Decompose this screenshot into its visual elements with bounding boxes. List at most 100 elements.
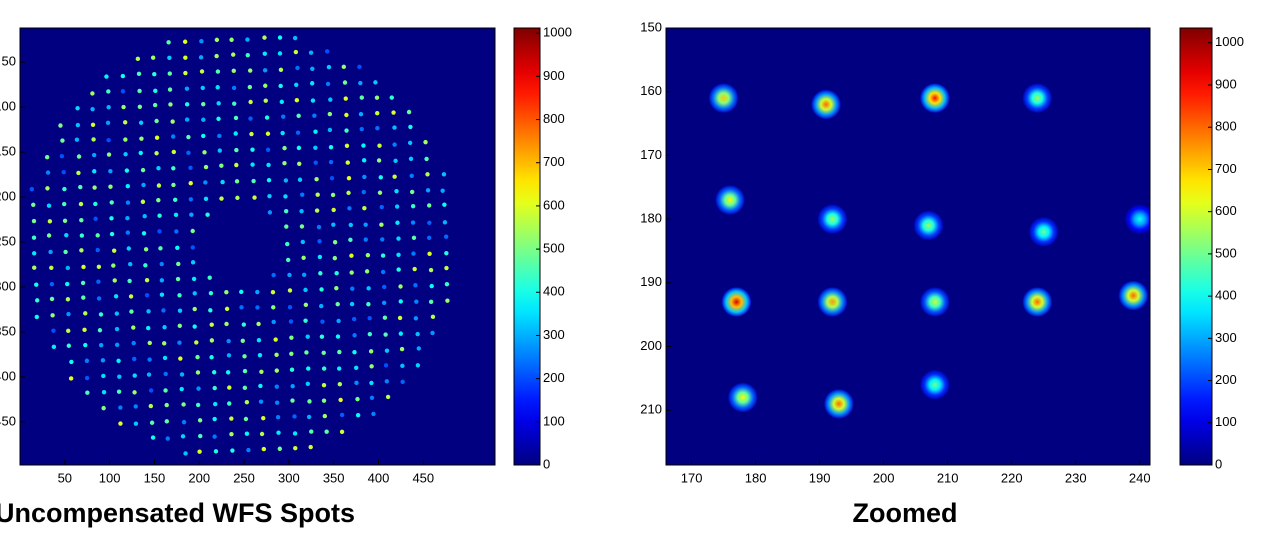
spot	[242, 322, 246, 326]
spot	[340, 430, 344, 434]
spot	[51, 328, 55, 332]
x-tick-label: 240	[1129, 470, 1151, 485]
spot	[430, 331, 434, 335]
spot	[399, 299, 403, 303]
x-tick-label: 210	[937, 470, 959, 485]
spot	[97, 265, 101, 269]
spot	[212, 434, 216, 438]
spot	[412, 267, 416, 271]
spot	[116, 359, 120, 363]
spot	[235, 196, 239, 200]
spot	[121, 89, 125, 93]
spot	[146, 309, 150, 313]
spot	[371, 412, 375, 416]
spot	[427, 252, 431, 256]
spot	[101, 358, 105, 362]
spot	[217, 134, 221, 138]
spot	[396, 236, 400, 240]
y-tick-label: 100	[0, 99, 16, 114]
spot	[362, 206, 366, 210]
spot	[248, 116, 252, 120]
spot	[362, 175, 366, 179]
spot	[166, 436, 170, 440]
spot	[288, 288, 292, 292]
spot	[293, 431, 297, 435]
spot	[197, 450, 201, 454]
spot	[352, 317, 356, 321]
spot	[189, 197, 193, 201]
spot	[208, 276, 212, 280]
spot	[427, 203, 431, 207]
colorbar-tick-label: 500	[543, 241, 565, 256]
spot	[366, 253, 370, 257]
spot	[407, 110, 411, 114]
spot	[275, 401, 279, 405]
spot	[259, 370, 263, 374]
spot	[79, 248, 83, 252]
spot	[50, 313, 54, 317]
colorbar-tick-label: 0	[543, 456, 550, 471]
spot	[227, 385, 231, 389]
spot	[45, 155, 49, 159]
spot	[90, 91, 94, 95]
spot	[234, 116, 238, 120]
spot	[334, 286, 338, 290]
spot	[318, 271, 322, 275]
spot	[160, 292, 164, 296]
spot	[115, 311, 119, 315]
spot	[305, 334, 309, 338]
spot	[196, 370, 200, 374]
spot	[144, 247, 148, 251]
spot	[262, 35, 266, 39]
spot	[66, 266, 70, 270]
spot	[410, 190, 414, 194]
spot	[304, 350, 308, 354]
y-tick-label: 170	[640, 147, 662, 162]
spot	[381, 253, 385, 257]
spot	[230, 448, 234, 452]
spot	[160, 278, 164, 282]
spot	[354, 381, 358, 385]
figure: 5010015020025030035040045050100150200250…	[0, 0, 1261, 536]
spot	[127, 246, 131, 250]
spot	[212, 417, 216, 421]
spot	[50, 297, 54, 301]
spot	[396, 253, 400, 257]
spot	[359, 112, 363, 116]
spot	[337, 350, 341, 354]
spot	[219, 196, 223, 200]
spot	[153, 89, 157, 93]
spot	[920, 370, 949, 399]
spot	[278, 84, 282, 88]
spot	[196, 386, 200, 390]
spot	[319, 287, 323, 291]
spot	[175, 246, 179, 250]
spot	[244, 417, 248, 421]
colorbar-tick-label: 700	[543, 154, 565, 169]
spot	[1023, 83, 1052, 112]
spot	[139, 121, 143, 125]
spot	[379, 223, 383, 227]
spot	[185, 117, 189, 121]
spot	[349, 270, 353, 274]
spot	[134, 421, 138, 425]
spot	[233, 131, 237, 135]
spot	[67, 344, 71, 348]
spot	[245, 400, 249, 404]
y-tick-label: 200	[0, 188, 16, 203]
spot	[50, 282, 54, 286]
colorbar-tick-label: 300	[1215, 330, 1237, 345]
spot	[382, 285, 386, 289]
spot	[1029, 217, 1058, 246]
spot	[356, 413, 360, 417]
spot	[60, 154, 64, 158]
spot	[366, 286, 370, 290]
spot	[80, 233, 84, 237]
spot	[243, 386, 247, 390]
spot	[167, 56, 171, 60]
spot	[301, 240, 305, 244]
spot	[243, 369, 247, 373]
spot	[408, 141, 412, 145]
spot	[313, 146, 317, 150]
spot	[156, 198, 160, 202]
